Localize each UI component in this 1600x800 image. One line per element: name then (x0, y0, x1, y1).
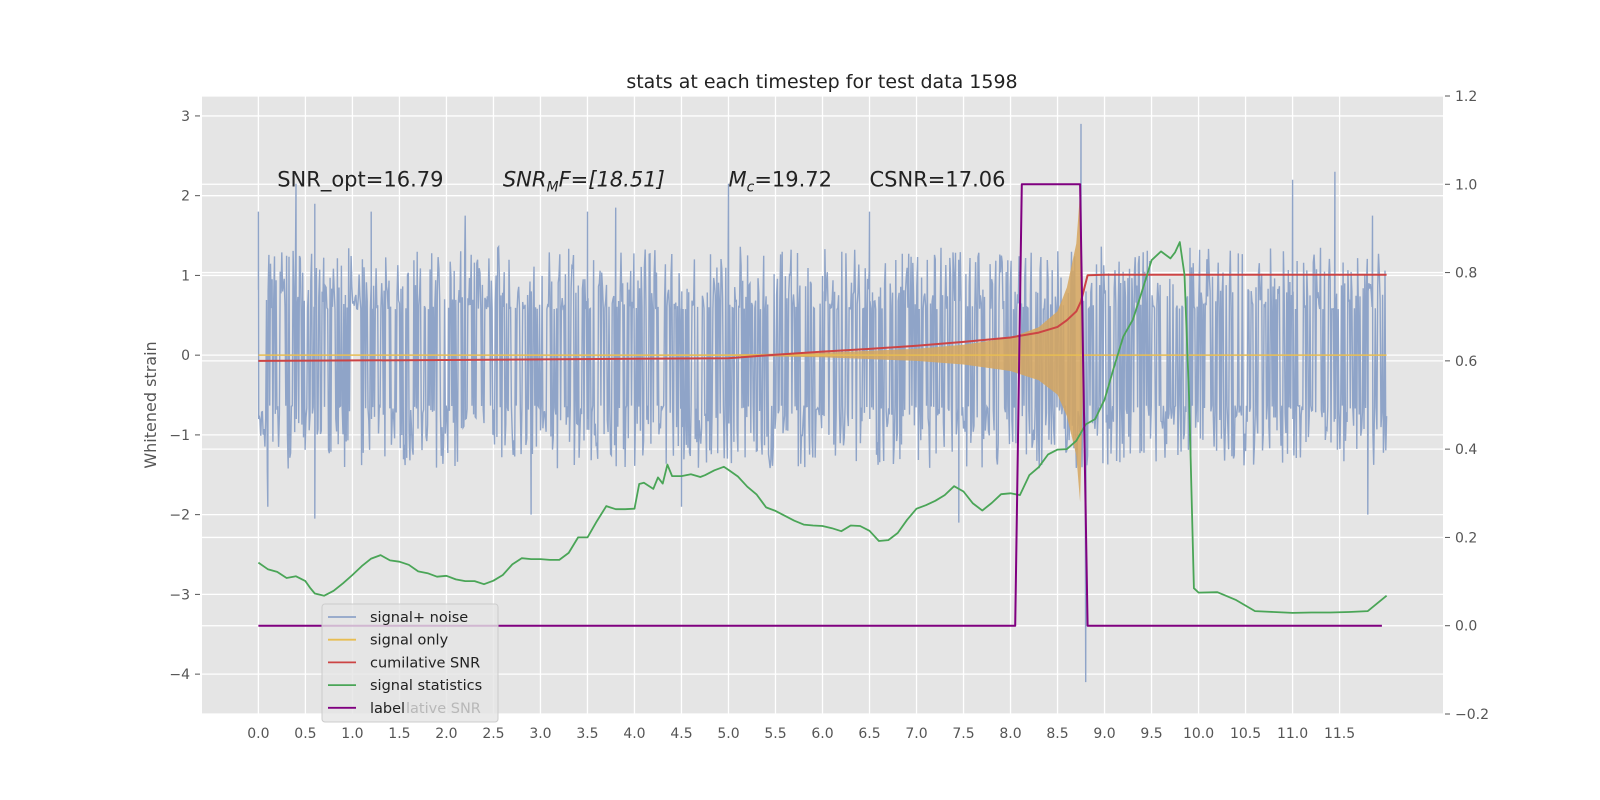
y2-tick-label: 0.6 (1455, 354, 1477, 370)
x-tick-label: 1.5 (388, 726, 410, 742)
x-tick-label: 6.5 (858, 726, 880, 742)
y2-tick-label: 0.8 (1455, 266, 1477, 282)
series-signal-noise (257, 123, 1388, 683)
series-layer (257, 123, 1388, 683)
x-tick-label: 5.5 (764, 726, 786, 742)
legend-entry: signal only (370, 633, 449, 649)
y2-tick-label: 0.2 (1455, 530, 1477, 546)
annotation-text: Mc=19.72 (728, 168, 832, 196)
legend-entry: signal+ noise (370, 610, 468, 626)
x-tick-label: 2.0 (435, 726, 457, 742)
x-tick-label: 2.5 (482, 726, 504, 742)
x-tick-label: 11.0 (1277, 726, 1308, 742)
x-tick-label: 6.0 (811, 726, 833, 742)
y2-tick-label: 1.0 (1455, 177, 1477, 193)
y-axis-left: 3 2 1 0 −1 −2 −3 −4 (169, 109, 200, 683)
x-tick-label: 9.5 (1140, 726, 1162, 742)
x-tick-label: 0.5 (294, 726, 316, 742)
y-tick-label: −1 (169, 428, 190, 444)
legend-box (321, 603, 499, 723)
annotation-text: SNRMF=[18.51] (503, 168, 665, 196)
legend-entry: signal statistics (370, 678, 482, 694)
y-tick-label: −3 (169, 587, 190, 603)
x-tick-label: 1.0 (341, 726, 363, 742)
series-cumulative-snr (258, 273, 1387, 362)
y2-tick-label: 1.2 (1455, 89, 1477, 105)
legend: signal+ noise signal only cumilative SNR si… (321, 603, 499, 723)
x-tick-label: 10.0 (1183, 726, 1214, 742)
x-tick-label: 3.0 (529, 726, 551, 742)
annotations: SNR_opt=16.79 SNRMF=[18.51] Mc=19.72 CSNR=1… (277, 168, 1005, 196)
x-tick-label: 8.5 (1046, 726, 1068, 742)
legend-entry: cumilative SNR (370, 655, 480, 671)
x-tick-label: 7.5 (952, 726, 974, 742)
x-tick-label: 8.0 (999, 726, 1021, 742)
y-tick-label: 3 (181, 109, 190, 125)
x-tick-label: 9.0 (1093, 726, 1115, 742)
y-tick-label: −2 (169, 508, 190, 524)
x-tick-label: 10.5 (1230, 726, 1261, 742)
x-tick-label: 0.0 (247, 726, 269, 742)
y-tick-label: −4 (169, 667, 190, 683)
x-axis: 0.0 0.5 1.0 1.5 2.0 2.5 3.0 3.5 4.0 4.5 5.0 5.5 6.0 6… (247, 726, 1355, 742)
annotation-text: CSNR=17.06 (870, 168, 1006, 192)
y-tick-label: 1 (181, 268, 190, 284)
x-tick-label: 5.0 (717, 726, 739, 742)
y2-tick-label: 0.4 (1455, 442, 1477, 458)
y2-tick-label: −0.2 (1455, 707, 1489, 723)
legend-entry: label (370, 701, 405, 717)
x-tick-label: 7.0 (905, 726, 927, 742)
x-tick-label: 11.5 (1324, 726, 1355, 742)
y2-tick-label: 0.0 (1455, 619, 1477, 635)
chart-title: stats at each timestep for test data 159… (626, 71, 1017, 93)
series-signal-statistics (257, 241, 1388, 614)
y-axis-label: Whitened strain (141, 341, 160, 468)
series-label (258, 183, 1382, 627)
y-axis-right: 1.2 1.0 0.8 0.6 0.4 0.2 0.0 −0.2 (1445, 89, 1489, 723)
y-tick-label: 2 (181, 189, 190, 205)
annotation-text: SNR_opt=16.79 (277, 168, 443, 193)
y-tick-label: 0 (181, 348, 190, 364)
x-tick-label: 3.5 (576, 726, 598, 742)
x-tick-label: 4.5 (670, 726, 692, 742)
legend-ghost-text: lative SNR (406, 701, 481, 717)
x-tick-label: 4.0 (623, 726, 645, 742)
